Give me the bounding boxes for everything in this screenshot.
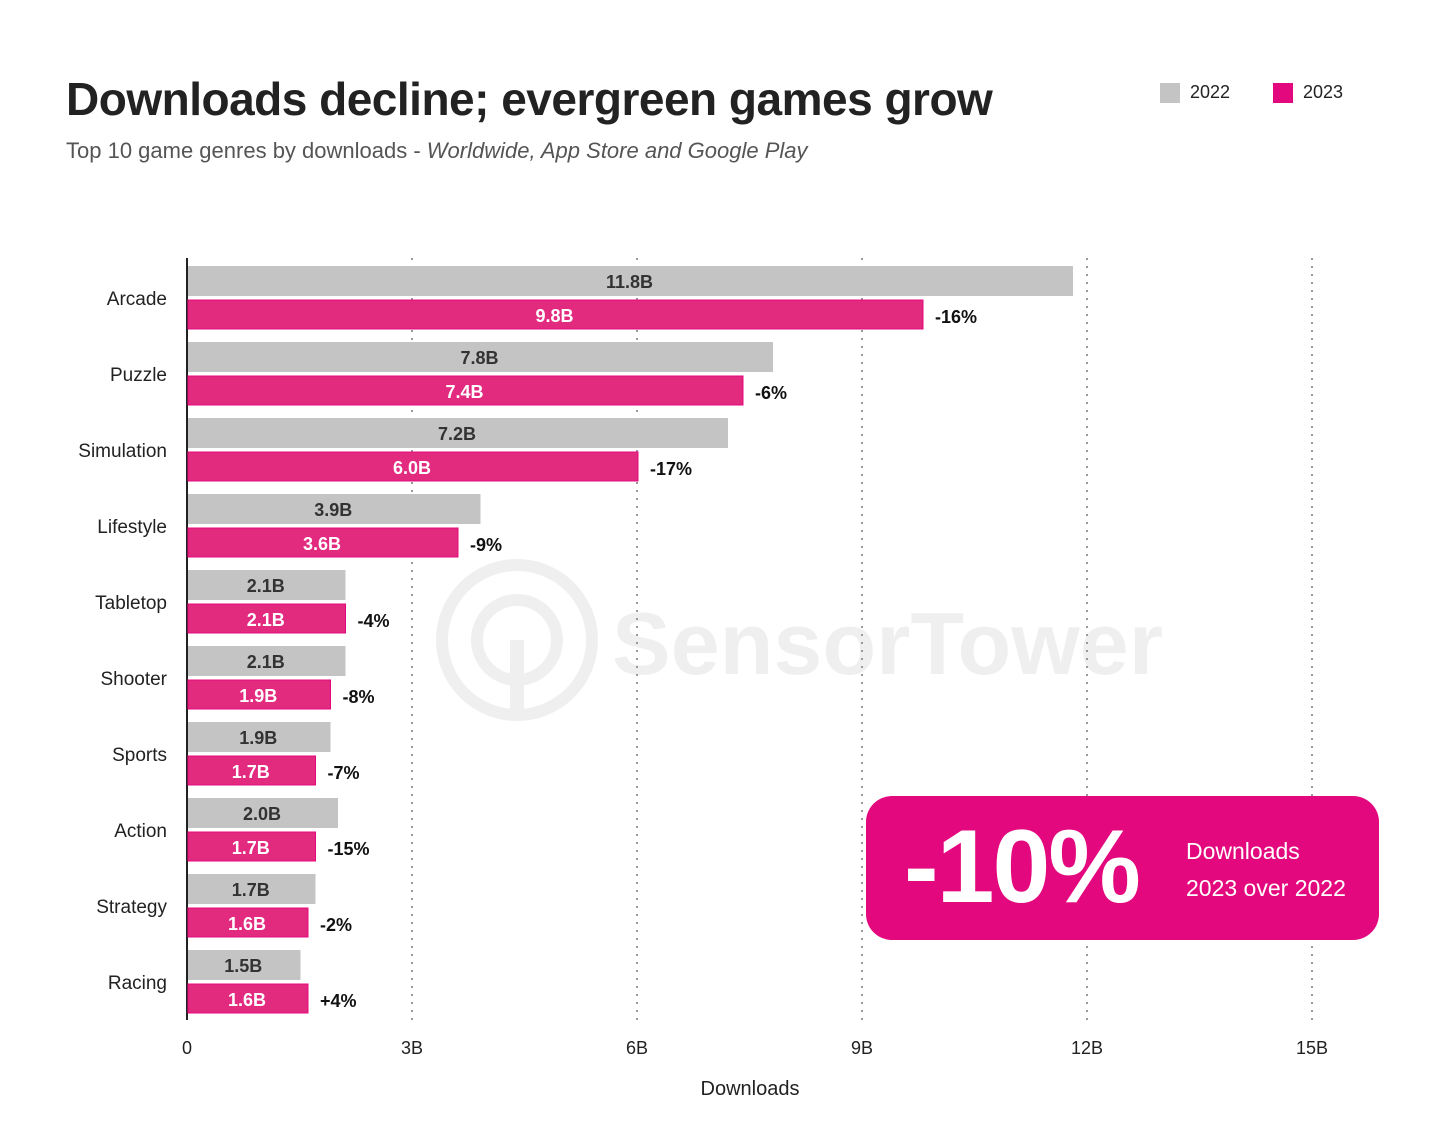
subtitle-main: Top 10 game genres by downloads - — [66, 138, 427, 163]
badge-line2: 2023 over 2022 — [1186, 875, 1346, 901]
bar-label-2022: 2.0B — [243, 804, 281, 824]
watermark-shape — [471, 594, 563, 686]
change-label: -2% — [320, 915, 352, 935]
legend-swatch-2022 — [1160, 82, 1180, 103]
bar-label-2022: 1.9B — [239, 728, 277, 748]
badge-value: -10% — [904, 809, 1141, 925]
bar-2023 — [187, 527, 459, 558]
category-label: Sports — [112, 745, 167, 766]
category-label: Puzzle — [110, 365, 167, 386]
category-label: Arcade — [107, 289, 167, 310]
subtitle-italic: Worldwide, App Store and Google Play — [426, 138, 808, 163]
bar-2023 — [187, 375, 744, 406]
bar-label-2023: 1.7B — [232, 762, 270, 782]
summary-badge: -10% Downloads 2023 over 2022 — [866, 796, 1379, 940]
change-label: -15% — [328, 839, 370, 859]
bar-2023 — [187, 299, 924, 330]
bar-label-2022: 7.2B — [438, 424, 476, 444]
bar-2022 — [188, 646, 346, 676]
x-tick-label: 0 — [182, 1038, 192, 1058]
bar-2022 — [188, 266, 1073, 296]
category-label: Racing — [108, 973, 167, 994]
category-label: Action — [114, 821, 167, 842]
category-label: Simulation — [78, 441, 167, 462]
bar-2022 — [188, 798, 338, 828]
bar-2023 — [187, 755, 316, 786]
watermark-text: SensorTower — [612, 594, 1163, 693]
change-label: -17% — [650, 459, 692, 479]
bar-2023 — [187, 907, 309, 938]
legend-label-2023: 2023 — [1303, 82, 1344, 102]
bar-label-2022: 3.9B — [314, 500, 352, 520]
x-tick-label: 3B — [401, 1038, 423, 1058]
chart-title: Downloads decline; evergreen games grow — [66, 73, 993, 125]
watermark-shape — [510, 640, 524, 715]
bar-label-2023: 1.6B — [228, 990, 266, 1010]
bar-label-2022: 11.8B — [606, 272, 653, 292]
bar-2023 — [187, 679, 331, 710]
bar-2023 — [187, 983, 309, 1014]
badge-line1: Downloads — [1186, 838, 1300, 864]
change-label: +4% — [320, 991, 357, 1011]
bar-2022 — [188, 874, 316, 904]
bar-2022 — [188, 342, 773, 372]
bar-label-2022: 2.1B — [247, 652, 285, 672]
bar-label-2022: 1.7B — [232, 880, 270, 900]
category-label: Strategy — [96, 897, 167, 918]
change-label: -8% — [343, 687, 375, 707]
bar-label-2023: 1.7B — [232, 838, 270, 858]
x-axis-title: Downloads — [701, 1078, 800, 1100]
bar-2022 — [188, 494, 481, 524]
x-tick-label: 6B — [626, 1038, 648, 1058]
bar-label-2022: 7.8B — [460, 348, 498, 368]
legend-label-2022: 2022 — [1190, 82, 1231, 102]
bar-label-2023: 1.6B — [228, 914, 266, 934]
watermark-logo — [436, 559, 598, 721]
change-label: -4% — [358, 611, 390, 631]
bar-label-2023: 1.9B — [239, 686, 277, 706]
legend-swatch-2023 — [1273, 82, 1293, 103]
chart-subtitle: Top 10 game genres by downloads - Worldw… — [66, 138, 808, 164]
bar-2022 — [188, 950, 301, 980]
bar-label-2023: 7.4B — [445, 382, 483, 402]
change-label: -16% — [935, 307, 977, 327]
bar-label-2023: 2.1B — [247, 610, 285, 630]
bar-2022 — [188, 418, 728, 448]
x-tick-label: 9B — [851, 1038, 873, 1058]
legend-item-2023: 2023 — [1273, 82, 1343, 103]
bar-2023 — [187, 831, 316, 862]
change-label: -7% — [328, 763, 360, 783]
category-label: Lifestyle — [97, 517, 167, 538]
bar-label-2022: 2.1B — [247, 576, 285, 596]
category-label: Shooter — [100, 669, 167, 690]
bar-label-2023: 3.6B — [303, 534, 341, 554]
bar-label-2023: 6.0B — [393, 458, 431, 478]
bar-label-2023: 9.8B — [535, 306, 573, 326]
legend-item-2022: 2022 — [1160, 82, 1230, 103]
x-tick-label: 12B — [1071, 1038, 1103, 1058]
change-label: -9% — [470, 535, 502, 555]
bar-2022 — [188, 722, 331, 752]
x-tick-label: 15B — [1296, 1038, 1328, 1058]
bar-2023 — [187, 603, 346, 634]
bar-label-2022: 1.5B — [224, 956, 262, 976]
bar-2023 — [187, 451, 639, 482]
watermark-shape — [436, 559, 598, 721]
change-label: -6% — [755, 383, 787, 403]
bar-2022 — [188, 570, 346, 600]
category-label: Tabletop — [95, 593, 167, 614]
